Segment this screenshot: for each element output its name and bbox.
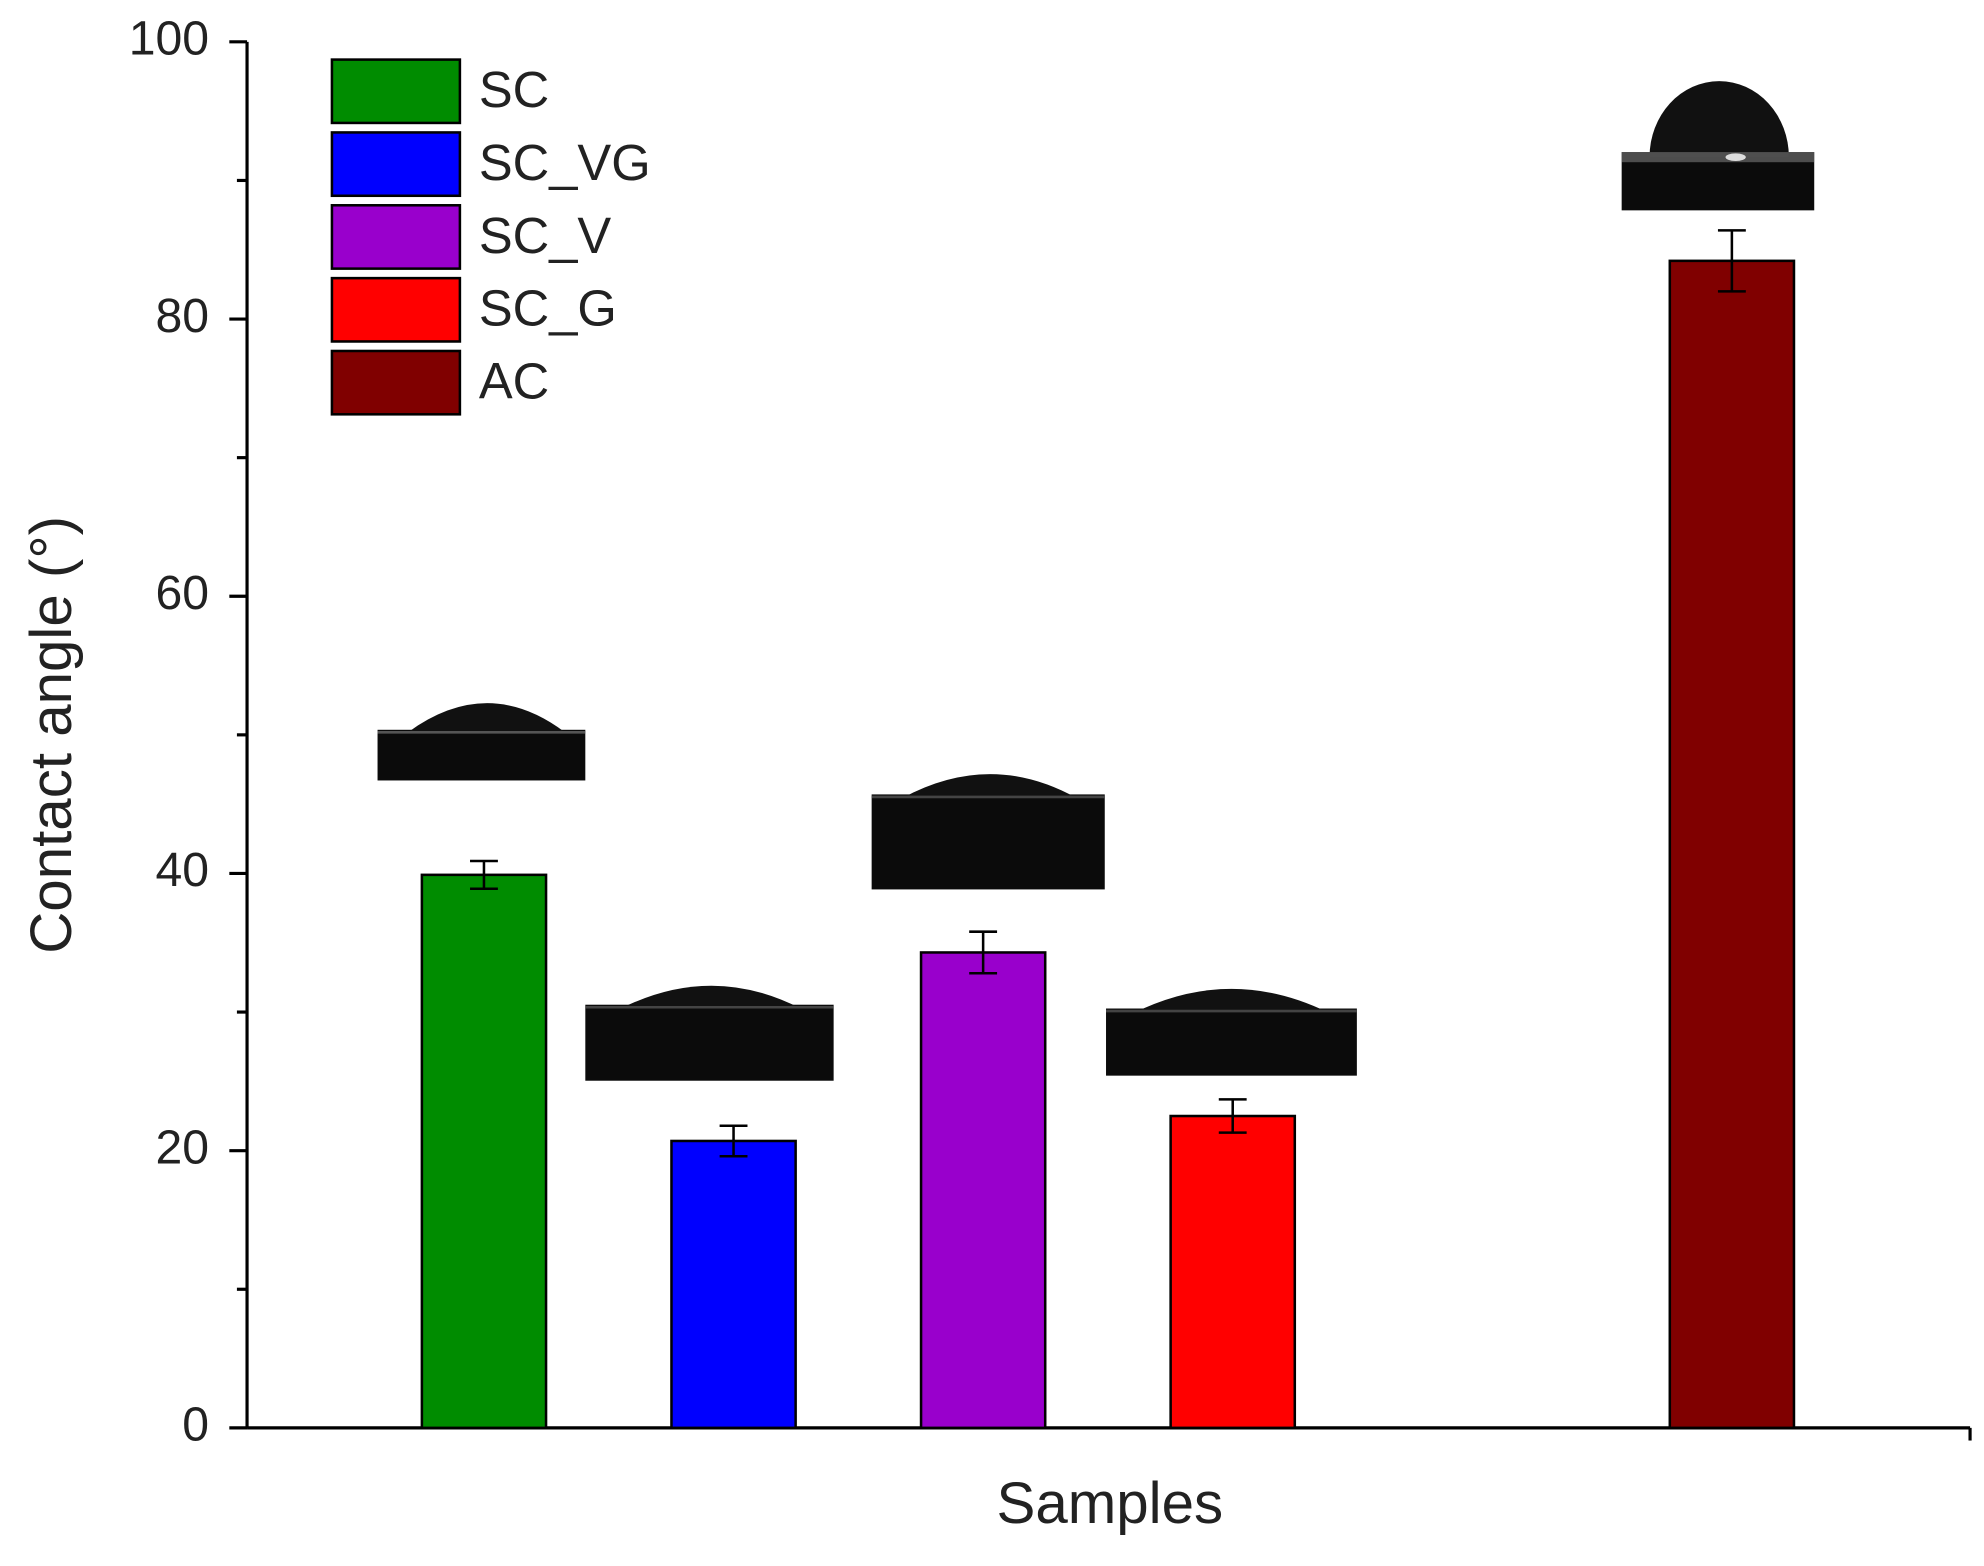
y-axis-label: Contact angle (°) (19, 516, 84, 954)
bar (670, 1139, 797, 1430)
legend-swatch (330, 276, 462, 343)
error-bar (1717, 229, 1746, 293)
legend-label: SC_V (479, 207, 612, 264)
droplet-image (871, 774, 1105, 890)
droplet-image (377, 703, 586, 781)
legend-swatch (330, 58, 462, 125)
error-bar (719, 1124, 748, 1158)
bar (1668, 259, 1796, 1430)
droplet-image (1106, 988, 1357, 1076)
y-tick-label: 60 (156, 566, 210, 620)
legend-label: SC_G (479, 280, 617, 337)
error-bar (969, 930, 998, 975)
x-axis-label: Samples (996, 1471, 1223, 1536)
legend-swatch (330, 349, 462, 416)
legend-label: SC (479, 61, 549, 118)
y-tick-label: 0 (182, 1398, 209, 1452)
bar (919, 951, 1047, 1430)
y-tick-label: 100 (129, 12, 209, 66)
droplet-images (377, 81, 1815, 1081)
legend-swatch (330, 131, 462, 198)
legend-label: AC (479, 353, 549, 410)
error-bar (1218, 1098, 1247, 1134)
droplet-image (1621, 81, 1815, 211)
bar (420, 873, 548, 1430)
legend-label: SC_VG (479, 134, 651, 191)
y-tick-label: 80 (156, 289, 210, 343)
bar (1169, 1114, 1297, 1430)
error-bar (470, 859, 498, 890)
y-tick-label: 40 (156, 843, 210, 897)
droplet-image (585, 985, 834, 1081)
y-tick-label: 20 (156, 1120, 210, 1174)
legend-swatch (330, 204, 462, 270)
